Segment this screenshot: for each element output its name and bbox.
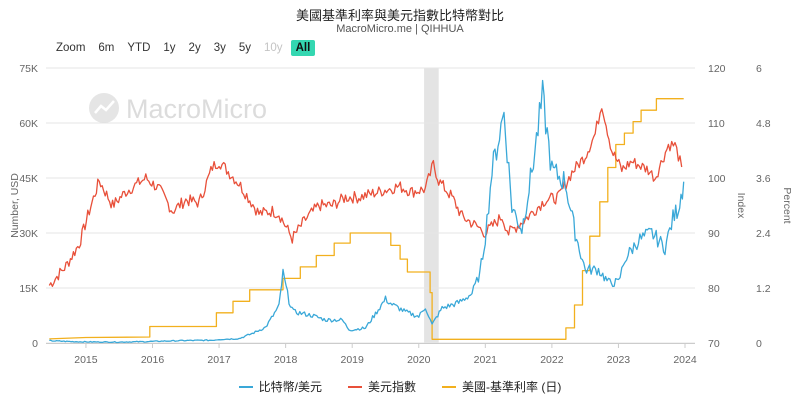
x-tick-label: 2018 (274, 354, 298, 366)
chart-subtitle: MacroMicro.me | QIHHUA (336, 23, 464, 35)
range-button-3y[interactable]: 3y (213, 42, 226, 54)
legend-swatch (348, 385, 362, 388)
y-percent-axis-title: Percent (781, 187, 793, 223)
chart-title: 美國基準利率與美元指數比特幣對比 (295, 8, 504, 23)
range-zoom-label: Zoom (56, 42, 86, 54)
series-line (49, 98, 684, 340)
legend-label: 比特幣/美元 (258, 380, 322, 394)
legend-item[interactable]: 美元指數 (348, 378, 416, 395)
y-index-tick-label: 70 (708, 338, 720, 350)
x-tick-label: 2023 (607, 354, 631, 366)
legend-item[interactable]: 比特幣/美元 (238, 378, 322, 395)
series-line (48, 108, 683, 288)
y-percent-tick-label: 3.6 (756, 173, 771, 185)
legend-swatch (442, 385, 457, 388)
legend-swatch (238, 385, 253, 388)
y-left-axis-title: Number, USD (9, 173, 21, 238)
range-button-all[interactable]: All (290, 40, 316, 56)
y-left-tick-label: 15K (19, 283, 38, 295)
x-tick-label: 2021 (474, 354, 498, 366)
series-line (49, 79, 685, 344)
y-index-tick-label: 80 (708, 283, 720, 295)
y-percent-tick-label: 2.4 (756, 228, 771, 240)
chart-legend: 比特幣/美元 美元指數 美國-基準利率 (日) (0, 378, 800, 395)
y-percent-tick-label: 4.8 (756, 118, 771, 130)
y-index-tick-label: 90 (708, 228, 720, 240)
x-tick-label: 2024 (673, 354, 697, 366)
watermark-logo-mark-icon (94, 100, 115, 114)
chart-plot: 0 15K 30K 45K 60K 75K 70 80 90 100 110 120 0 1.2 2.4 3.… (9, 63, 793, 366)
watermark-text: MacroMicro (126, 94, 267, 124)
x-tick-label: 2017 (207, 354, 231, 366)
y-percent-tick-label: 6 (756, 63, 762, 75)
x-tick-label: 2022 (540, 354, 564, 366)
y-index-tick-label: 110 (708, 118, 725, 130)
y-left-tick-label: 75K (19, 63, 38, 75)
y-index-tick-label: 100 (708, 173, 726, 185)
range-button-10y: 10y (264, 42, 283, 54)
legend-item[interactable]: 美國-基準利率 (日) (442, 378, 561, 395)
y-index-axis-title: Index (735, 193, 747, 219)
range-selector: Zoom 6m YTD 1y 2y 3y 5y 10y All (51, 40, 316, 56)
shaded-region (424, 68, 439, 343)
x-tick-label: 2015 (74, 354, 98, 366)
y-left-tick-label: 30K (19, 228, 38, 240)
x-tick-label: 2020 (407, 354, 431, 366)
watermark: MacroMicro (89, 93, 267, 124)
y-percent-tick-label: 0 (756, 338, 762, 350)
range-button-6m[interactable]: 6m (98, 42, 115, 54)
range-button-5y[interactable]: 5y (238, 42, 252, 54)
y-left-tick-label: 60K (19, 118, 38, 130)
legend-label: 美元指數 (368, 380, 417, 394)
y-left-tick-label: 0 (32, 338, 38, 350)
range-button-2y[interactable]: 2y (188, 42, 201, 54)
x-tick-label: 2016 (141, 354, 165, 366)
x-tick-label: 2019 (341, 354, 365, 366)
range-button-ytd[interactable]: YTD (127, 42, 151, 54)
legend-label: 美國-基準利率 (日) (462, 380, 562, 394)
y-left-tick-label: 45K (19, 173, 38, 185)
y-percent-tick-label: 1.2 (756, 283, 771, 295)
y-index-tick-label: 120 (708, 63, 726, 75)
range-button-1y[interactable]: 1y (163, 42, 176, 54)
